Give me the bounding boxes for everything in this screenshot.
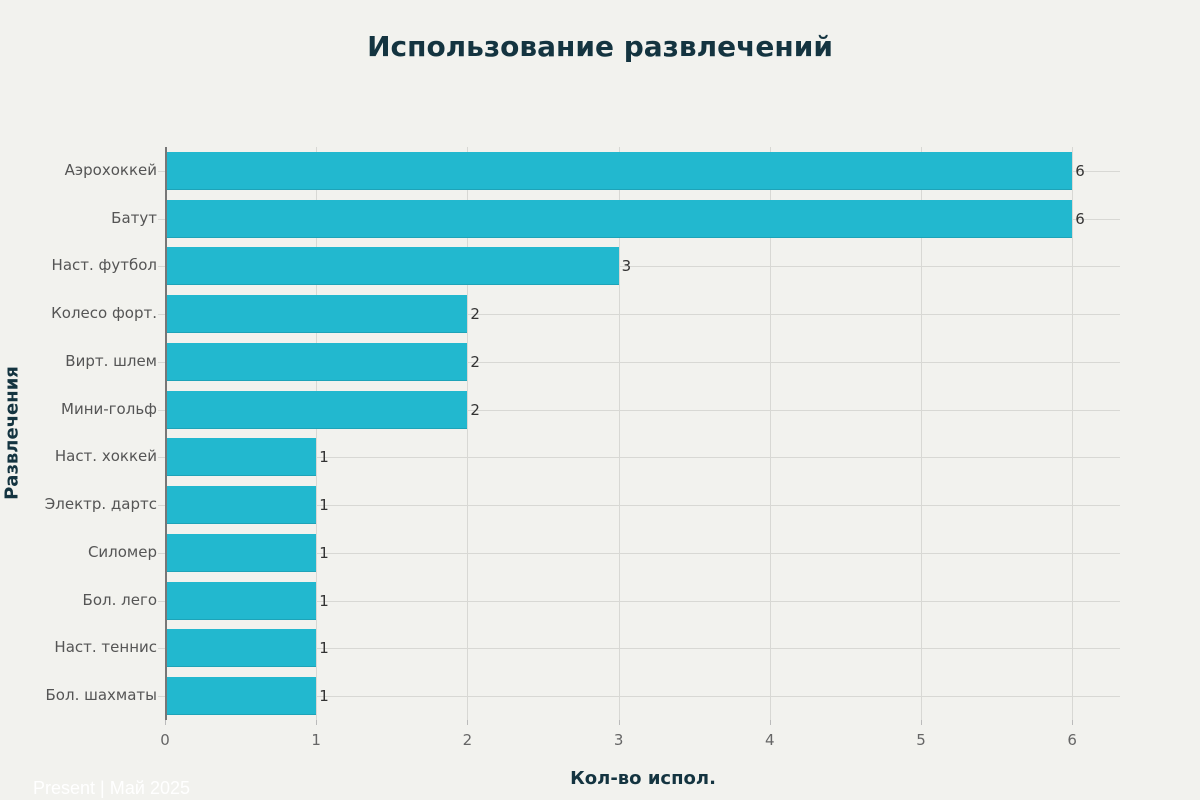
x-tick-label: 3 — [613, 731, 624, 749]
bar-value-label: 3 — [621, 257, 632, 276]
grid-line-vertical — [921, 147, 922, 720]
grid-line-horizontal — [158, 696, 1120, 698]
y-tick-label: Батут — [111, 208, 157, 227]
x-tick-label: 6 — [1067, 731, 1077, 749]
grid-line-vertical — [316, 147, 318, 720]
y-tick-label: Бол. шахматы — [45, 686, 157, 705]
bar-value-label: 6 — [1075, 161, 1085, 180]
bar — [166, 247, 619, 286]
grid-line-horizontal — [158, 552, 1120, 554]
bar-value-label: 2 — [470, 400, 480, 419]
y-tick-label: Наст. футбол — [51, 256, 157, 275]
y-tick-label: Наст. хоккей — [54, 447, 157, 466]
bar-value-label: 1 — [319, 639, 329, 658]
bar — [166, 581, 317, 620]
x-tick-mark — [165, 720, 166, 725]
y-tick-label: Бол. лего — [82, 590, 157, 609]
bar — [166, 438, 317, 477]
y-axis-title: Развлечения — [1, 366, 23, 500]
plot-area: 6 6 3 2 2 2 1 1 1 1 1 1 — [158, 147, 1120, 720]
bar — [166, 342, 468, 381]
y-axis-line — [165, 147, 167, 720]
bar — [166, 629, 317, 668]
grid-line-horizontal — [158, 314, 1120, 316]
grid-line-vertical — [467, 147, 469, 720]
x-tick-label: 4 — [765, 731, 775, 749]
bar — [166, 199, 1073, 238]
bar — [166, 533, 317, 572]
grid-line-horizontal — [158, 505, 1120, 507]
x-tick-label: 1 — [311, 731, 321, 749]
bar-value-label: 1 — [319, 591, 329, 610]
y-tick-label: Силомер — [87, 542, 157, 561]
x-tick-mark — [618, 720, 620, 725]
y-tick-label: Аэрохоккей — [64, 160, 157, 179]
x-axis-title: Кол-во испол. — [570, 768, 716, 789]
x-tick-mark — [921, 720, 922, 725]
x-tick-mark — [1072, 720, 1074, 725]
bar-value-label: 1 — [319, 543, 329, 562]
x-tick-mark — [316, 720, 318, 725]
grid-line-vertical — [769, 147, 771, 720]
bar-value-label: 2 — [470, 305, 480, 324]
grid-line-horizontal — [158, 409, 1120, 411]
y-tick-label: Вирт. шлем — [65, 351, 157, 370]
grid-line-horizontal — [158, 457, 1120, 459]
grid-line-horizontal — [158, 600, 1120, 602]
x-tick-label: 2 — [462, 731, 473, 749]
bar — [166, 151, 1073, 190]
bar — [166, 390, 468, 429]
grid-line-vertical — [1072, 147, 1074, 720]
grid-line-horizontal — [158, 361, 1120, 363]
y-tick-label: Электр. дартс — [44, 495, 157, 514]
bar — [166, 295, 468, 334]
watermark: Present | Май 2025 — [33, 778, 191, 798]
y-tick-label: Колесо форт. — [51, 304, 157, 323]
x-tick-mark — [769, 720, 771, 725]
bar-value-label: 6 — [1075, 209, 1085, 228]
bar-value-label: 1 — [319, 687, 329, 706]
x-tick-label: 5 — [916, 731, 926, 749]
chart-title: Использование развлечений — [367, 30, 833, 63]
grid-line-horizontal — [158, 266, 1120, 268]
bar-value-label: 1 — [319, 448, 329, 467]
y-tick-label: Наст. теннис — [54, 638, 157, 657]
x-tick-mark — [467, 720, 469, 725]
bar-value-label: 2 — [470, 352, 480, 371]
x-tick-label: 0 — [160, 731, 170, 749]
bar — [166, 677, 317, 716]
y-tick-label: Мини-гольф — [61, 399, 157, 418]
grid-line-vertical — [618, 147, 620, 720]
bar — [166, 486, 317, 525]
bar-value-label: 1 — [319, 496, 329, 515]
grid-line-horizontal — [158, 648, 1120, 650]
